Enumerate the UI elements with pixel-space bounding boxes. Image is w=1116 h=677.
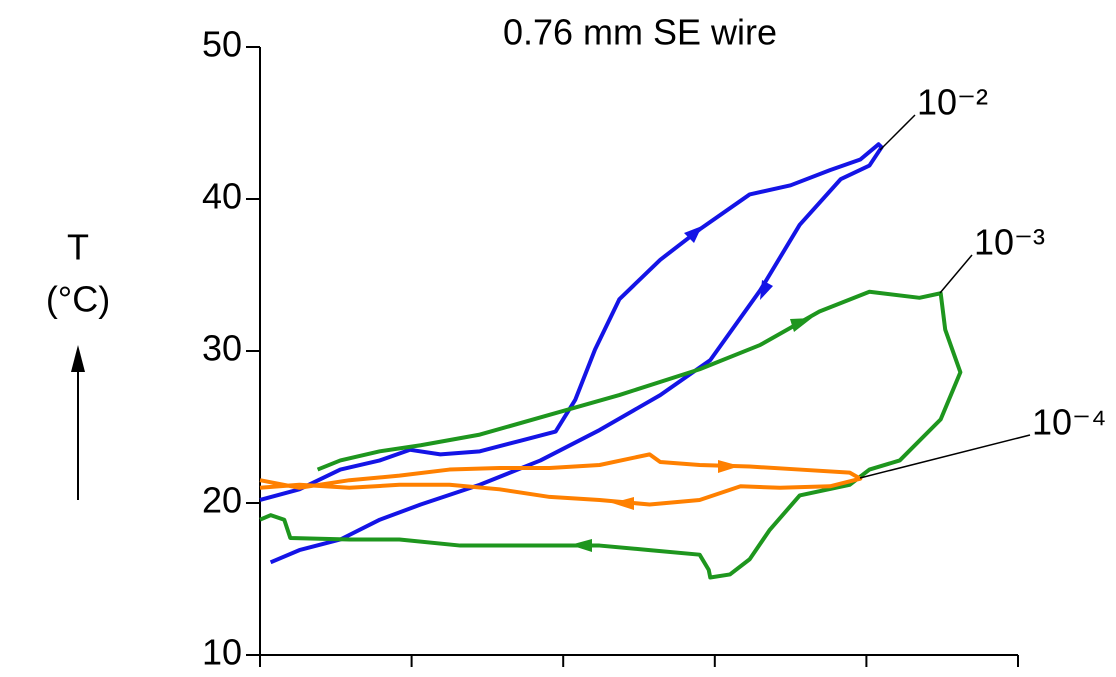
series-label: 10⁻² <box>917 82 988 123</box>
leader-line <box>939 254 973 294</box>
series-line <box>259 452 863 507</box>
arrow-head <box>71 345 85 372</box>
direction-arrows <box>570 226 812 552</box>
y-tick-label: 50 <box>202 24 242 65</box>
y-tick-label: 40 <box>202 176 242 217</box>
y-tick-label: 20 <box>202 480 242 521</box>
y-axis-label: (°C) <box>46 279 110 320</box>
series-label: 10⁻³ <box>974 222 1045 263</box>
series-line <box>259 289 963 580</box>
y-axis-label: T <box>67 227 89 268</box>
y-tick-label: 10 <box>202 632 242 673</box>
leader-line <box>859 434 1031 479</box>
leader-line <box>879 114 916 151</box>
y-tick-label: 30 <box>202 328 242 369</box>
arrow-head <box>790 318 812 332</box>
series-line <box>259 142 884 565</box>
series-label: 10⁻⁴ <box>1032 402 1107 443</box>
chart-title: 0.76 mm SE wire <box>503 12 777 53</box>
